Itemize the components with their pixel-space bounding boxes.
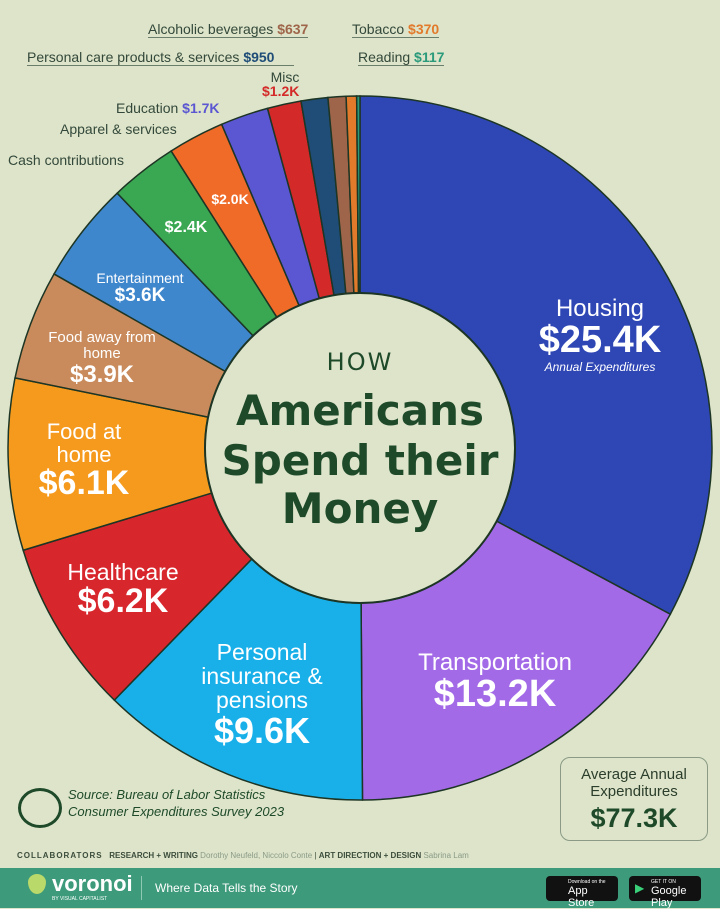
google-play-button[interactable]: ▶ GET IT ON Google Play [629,876,701,909]
label-healthcare: Healthcare $6.2K [67,559,179,621]
brand-sub: BY VISUAL CAPITALIST [52,896,108,902]
label-reading: Reading $117 [358,49,445,66]
label-food-at-home: Food at home $6.1K [38,419,130,503]
source-logo-icon [18,788,62,828]
label-apparel: Apparel & services [60,121,177,137]
source: Source: Bureau of Labor Statistics Consum… [68,787,285,819]
label-alcohol: Alcoholic beverages $637 [148,21,309,38]
label-personal-care: Personal care products & services $950 [27,49,295,66]
title-line2: Spend their [221,436,499,485]
title-line3: Money [281,484,439,533]
voronoi-logo-icon [28,874,46,894]
footer: voronoi BY VISUAL CAPITALIST Where Data … [0,868,720,909]
play-icon: ▶ [635,881,645,895]
title-line1: Americans [235,386,485,435]
app-store-button[interactable]: Download on the App Store [546,876,618,909]
donut-chart [7,95,713,801]
brand: voronoi [52,871,133,896]
label-tobacco: Tobacco $370 [352,21,440,38]
title-how: HOW [326,348,394,376]
label-cash-contributions: Cash contributions [8,152,124,168]
label-housing: Housing $25.4K Annual Expenditures [538,295,662,375]
tagline: Where Data Tells the Story [155,881,298,895]
total-box: Average Annual Expenditures $77.3K [560,757,708,841]
label-personal-insurance: Personal insurance & pensions $9.6K [201,639,323,752]
label-entertainment: Entertainment $3.6K [96,270,184,306]
value-apparel: $2.0K [211,191,249,207]
label-misc: Misc $1.2K [262,69,300,99]
donut-hole [204,292,516,604]
value-cash-contributions: $2.4K [164,219,208,236]
label-transportation: Transportation $13.2K [418,649,572,716]
label-food-away: Food away from home $3.9K [48,329,156,388]
credits: COLLABORATORS RESEARCH + WRITING Dorothy… [17,851,469,860]
label-education: Education $1.7K [116,100,220,116]
